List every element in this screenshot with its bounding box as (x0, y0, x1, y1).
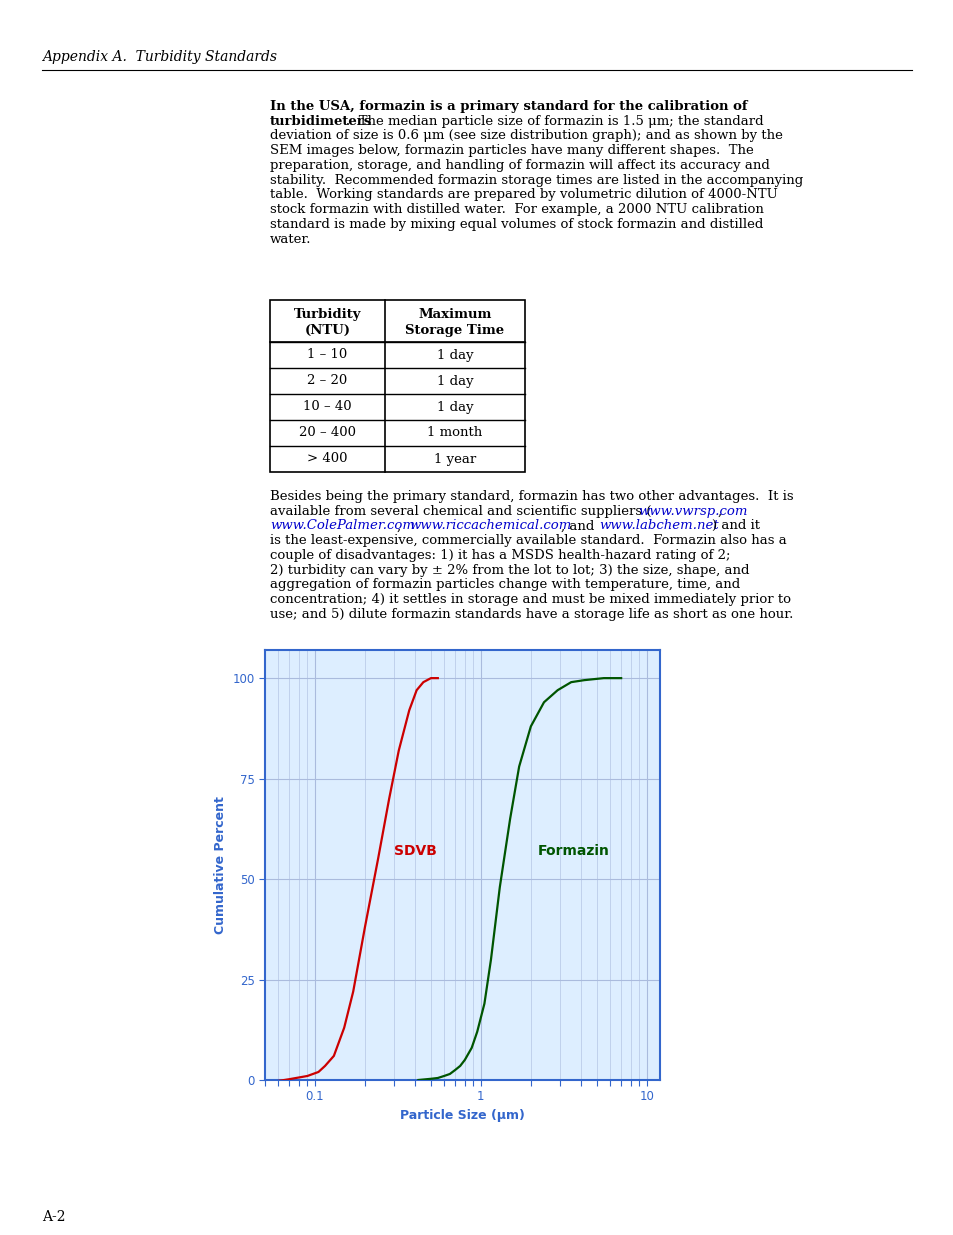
Text: 1 day: 1 day (436, 400, 473, 414)
Text: aggregation of formazin particles change with temperature, time, and: aggregation of formazin particles change… (270, 578, 740, 592)
Text: 2) turbidity can vary by ± 2% from the lot to lot; 3) the size, shape, and: 2) turbidity can vary by ± 2% from the l… (270, 563, 749, 577)
Text: preparation, storage, and handling of formazin will affect its accuracy and: preparation, storage, and handling of fo… (270, 159, 769, 172)
Text: 2 – 20: 2 – 20 (307, 374, 347, 388)
Text: A-2: A-2 (42, 1210, 66, 1224)
Text: www.ColePalmer.com: www.ColePalmer.com (270, 520, 415, 532)
Text: www.labchem.net: www.labchem.net (598, 520, 718, 532)
Text: SEM images below, formazin particles have many different shapes.  The: SEM images below, formazin particles hav… (270, 144, 753, 157)
Text: Maximum
Storage Time: Maximum Storage Time (405, 308, 504, 337)
Text: water.: water. (270, 232, 312, 246)
Text: In the USA, formazin is a primary standard for the calibration of: In the USA, formazin is a primary standa… (270, 100, 747, 112)
Text: stability.  Recommended formazin storage times are listed in the accompanying: stability. Recommended formazin storage … (270, 174, 802, 186)
Text: couple of disadvantages: 1) it has a MSDS health-hazard rating of 2;: couple of disadvantages: 1) it has a MSD… (270, 548, 730, 562)
Text: Turbidity
(NTU): Turbidity (NTU) (294, 308, 361, 337)
Text: is the least-expensive, commercially available standard.  Formazin also has a: is the least-expensive, commercially ava… (270, 535, 786, 547)
Text: standard is made by mixing equal volumes of stock formazin and distilled: standard is made by mixing equal volumes… (270, 217, 762, 231)
Text: www.riccachemical.com: www.riccachemical.com (409, 520, 571, 532)
Text: concentration; 4) it settles in storage and must be mixed immediately prior to: concentration; 4) it settles in storage … (270, 593, 790, 606)
Text: available from several chemical and scientific suppliers (: available from several chemical and scie… (270, 505, 651, 517)
Text: 1 year: 1 year (434, 452, 476, 466)
Text: ,: , (718, 505, 721, 517)
Text: deviation of size is 0.6 μm (see size distribution graph); and as shown by the: deviation of size is 0.6 μm (see size di… (270, 130, 782, 142)
Text: 10 – 40: 10 – 40 (303, 400, 352, 414)
Text: turbidimeters: turbidimeters (270, 115, 372, 127)
Y-axis label: Cumulative Percent: Cumulative Percent (213, 797, 227, 934)
Text: Besides being the primary standard, formazin has two other advantages.  It is: Besides being the primary standard, form… (270, 490, 793, 503)
Text: Appendix A.  Turbidity Standards: Appendix A. Turbidity Standards (42, 49, 276, 64)
Text: 1 – 10: 1 – 10 (307, 348, 347, 362)
Text: 20 – 400: 20 – 400 (298, 426, 355, 440)
X-axis label: Particle Size (μm): Particle Size (μm) (399, 1109, 524, 1121)
Text: SDVB: SDVB (394, 844, 436, 858)
Text: ,: , (396, 520, 405, 532)
Text: 1 month: 1 month (427, 426, 482, 440)
Text: Formazin: Formazin (537, 844, 609, 858)
Bar (270, 300, 524, 472)
Text: use; and 5) dilute formazin standards have a storage life as short as one hour.: use; and 5) dilute formazin standards ha… (270, 608, 793, 621)
Text: > 400: > 400 (307, 452, 348, 466)
Text: , and: , and (560, 520, 598, 532)
Text: .  The median particle size of formazin is 1.5 μm; the standard: . The median particle size of formazin i… (346, 115, 762, 127)
Text: table.  Working standards are prepared by volumetric dilution of 4000-NTU: table. Working standards are prepared by… (270, 189, 777, 201)
Text: ) and it: ) and it (711, 520, 760, 532)
Text: stock formazin with distilled water.  For example, a 2000 NTU calibration: stock formazin with distilled water. For… (270, 203, 763, 216)
Text: www.vwrsp.com: www.vwrsp.com (638, 505, 747, 517)
Text: 1 day: 1 day (436, 374, 473, 388)
Text: 1 day: 1 day (436, 348, 473, 362)
